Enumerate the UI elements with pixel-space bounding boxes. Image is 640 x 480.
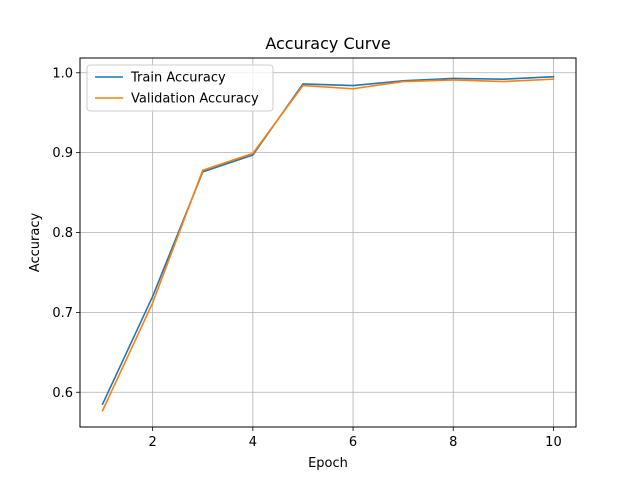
y-axis-label: Accuracy bbox=[28, 213, 43, 273]
y-tick-label: 0.9 bbox=[52, 146, 73, 161]
x-axis-label: Epoch bbox=[308, 456, 348, 471]
y-tick-label: 0.7 bbox=[52, 306, 73, 321]
x-tick-label: 4 bbox=[249, 435, 257, 450]
series-lines bbox=[101, 75, 555, 412]
legend-entry-label: Validation Accuracy bbox=[131, 92, 259, 107]
x-tick-label: 10 bbox=[545, 435, 562, 450]
x-tick-label: 2 bbox=[149, 435, 157, 450]
legend: Train Accuracy Validation Accuracy bbox=[86, 64, 274, 112]
plot-area-frame bbox=[79, 57, 577, 428]
axis-ticks: 2 4 6 8 10 0.6 0.7 0.8 0.9 1.0 bbox=[52, 66, 561, 450]
series-line-validation-accuracy bbox=[101, 78, 555, 412]
y-tick-label: 0.6 bbox=[52, 386, 73, 401]
x-tick-label: 8 bbox=[449, 435, 457, 450]
x-tick-label: 6 bbox=[349, 435, 357, 450]
y-tick-label: 1.0 bbox=[52, 66, 73, 81]
y-tick-label: 0.8 bbox=[52, 226, 73, 241]
legend-box bbox=[86, 64, 274, 112]
legend-entry-label: Train Accuracy bbox=[130, 71, 226, 86]
chart-title: Accuracy Curve bbox=[265, 34, 390, 53]
series-line-train-accuracy bbox=[101, 75, 555, 406]
grid-lines bbox=[80, 58, 576, 427]
